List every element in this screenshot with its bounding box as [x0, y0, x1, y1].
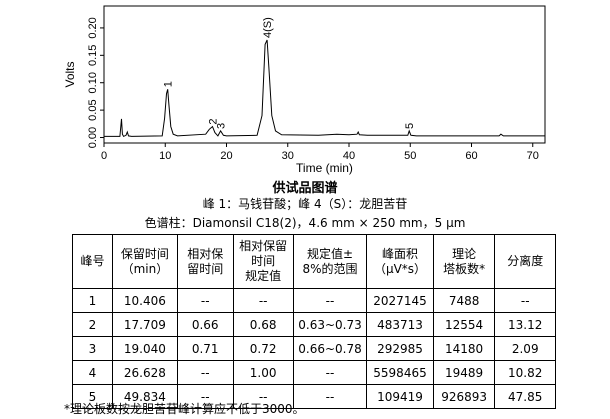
- peak-label: 3: [216, 123, 228, 129]
- results-table: 峰号 保留时间 （min） 相对保 留时间 相对保留 时间 规定值 规定值± 8%的范围 峰面积 （μ…: [72, 234, 556, 409]
- column-header: 相对保 留时间: [176, 234, 234, 289]
- table-cell: 0.66~0.78: [292, 336, 368, 361]
- table-cell: 0.72: [232, 336, 294, 361]
- column-header: 理论 塔板数*: [432, 234, 496, 289]
- table-cell: --: [176, 384, 234, 409]
- footnote: *理论板数按龙胆苦苷峰计算应不低于3000。: [64, 402, 305, 416]
- table-row: 4 26.628 -- 1.00 -- 5598465 19489 10.82: [72, 360, 556, 385]
- table-cell: 2.09: [494, 336, 556, 361]
- y-tick-label: 0.15: [87, 45, 99, 66]
- table-cell: 483713: [366, 312, 434, 337]
- table-cell: 17.709: [111, 312, 178, 337]
- x-tick-label: 20: [220, 150, 232, 162]
- column-spec: 色谱柱：Diamonsil C18(2)，4.6 mm × 250 mm，5 μ…: [144, 216, 466, 230]
- x-tick-label: 70: [527, 150, 539, 162]
- table-cell: 47.85: [494, 384, 556, 409]
- peak-label: 1: [163, 81, 175, 87]
- table-cell: --: [292, 288, 368, 313]
- peak-label: 2: [207, 118, 219, 124]
- column-header: 相对保留 时间 规定值: [232, 234, 294, 289]
- table-cell: 5598465: [366, 360, 434, 385]
- table-row: 5 49.834 -- -- -- 109419 926893 47.85: [72, 384, 556, 409]
- peak-label: 5: [404, 123, 416, 129]
- table-cell: 4: [72, 360, 113, 385]
- table-row: 3 19.040 0.71 0.72 0.66~0.78 292985 14180 2.09: [72, 336, 556, 361]
- table-cell: 14180: [432, 336, 496, 361]
- column-header: 保留时间 （min）: [111, 234, 178, 289]
- table-cell: 2027145: [366, 288, 434, 313]
- table-cell: 0.66: [176, 312, 234, 337]
- table-cell: --: [494, 288, 556, 313]
- table-header-row: 峰号 保留时间 （min） 相对保 留时间 相对保留 时间 规定值 规定值± 8%的范围 峰面积 （μ…: [72, 234, 556, 289]
- table-cell: 0.63~0.73: [292, 312, 368, 337]
- table-cell: --: [292, 384, 368, 409]
- chromatogram: 0 10 20 30 40 50 60 70 0.00 0.05 0.10 0.15 0.20 Time …: [63, 5, 546, 175]
- peak-label: 4(S): [262, 17, 274, 38]
- table-row: 1 10.406 -- -- -- 2027145 7488 --: [72, 288, 556, 313]
- table-cell: 10.406: [111, 288, 178, 313]
- y-tick-label: 0.05: [87, 99, 99, 120]
- chromatogram-trace: [104, 39, 545, 138]
- table-cell: --: [292, 360, 368, 385]
- column-header: 峰号: [72, 234, 113, 289]
- y-tick-label: 0.00: [87, 127, 99, 148]
- table-cell: 26.628: [111, 360, 178, 385]
- plot-frame: [103, 5, 546, 144]
- table-cell: 0.68: [232, 312, 294, 337]
- figure-title: 供试品图谱: [272, 181, 338, 196]
- table-cell: 0.71: [176, 336, 234, 361]
- table-cell: 19.040: [111, 336, 178, 361]
- table-cell: 109419: [366, 384, 434, 409]
- y-tick-label: 0.20: [87, 17, 99, 38]
- table-cell: 12554: [432, 312, 496, 337]
- x-tick-label: 60: [465, 150, 477, 162]
- peak-identification: 峰 1：马钱苷酸；峰 4（S）：龙胆苦苷: [202, 197, 408, 211]
- table-cell: 7488: [432, 288, 496, 313]
- table-cell: --: [176, 360, 234, 385]
- table-cell: 49.834: [111, 384, 178, 409]
- table-cell: --: [232, 384, 294, 409]
- column-header: 分离度: [494, 234, 556, 289]
- column-header: 峰面积 （μV*s）: [366, 234, 434, 289]
- table-cell: 13.12: [494, 312, 556, 337]
- table-cell: 1.00: [232, 360, 294, 385]
- x-tick-label: 0: [101, 150, 107, 162]
- table-cell: 2: [72, 312, 113, 337]
- table-cell: 5: [72, 384, 113, 409]
- table-cell: --: [176, 288, 234, 313]
- y-tick-label: 0.10: [87, 72, 99, 93]
- table-cell: 10.82: [494, 360, 556, 385]
- table-cell: 19489: [432, 360, 496, 385]
- x-tick-label: 10: [159, 150, 171, 162]
- x-tick-label: 40: [343, 150, 355, 162]
- y-axis-label: Volts: [63, 61, 77, 87]
- table-cell: 292985: [366, 336, 434, 361]
- x-tick-label: 50: [404, 150, 416, 162]
- table-cell: 1: [72, 288, 113, 313]
- table-cell: 3: [72, 336, 113, 361]
- table-row: 2 17.709 0.66 0.68 0.63~0.73 483713 12554 13.12: [72, 312, 556, 337]
- x-axis-label: Time (min): [296, 161, 353, 175]
- table-cell: 926893: [432, 384, 496, 409]
- column-header: 规定值± 8%的范围: [292, 234, 368, 289]
- x-tick-label: 30: [282, 150, 294, 162]
- table-cell: --: [232, 288, 294, 313]
